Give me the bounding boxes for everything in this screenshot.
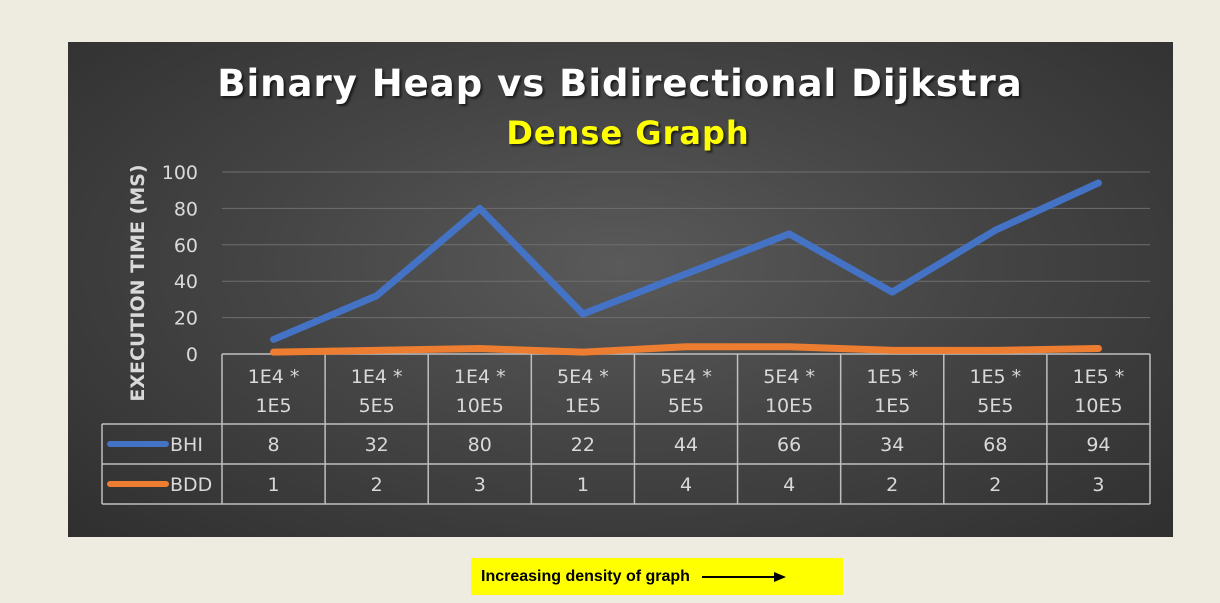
- data-table-value: 80: [468, 434, 492, 456]
- x-tick-label: 5E4 *: [763, 366, 815, 388]
- x-tick-label: 5E5: [359, 395, 395, 417]
- density-note-text: Increasing density of graph: [481, 567, 690, 585]
- x-tick-label: 5E4 *: [557, 366, 609, 388]
- x-tick-label: 1E5 *: [866, 366, 918, 388]
- y-tick-label: 0: [186, 344, 198, 366]
- data-table-value: 8: [268, 434, 280, 456]
- data-table-value: 2: [886, 474, 898, 496]
- data-table-value: 3: [474, 474, 486, 496]
- x-tick-label: 1E5: [565, 395, 601, 417]
- x-tick-label: 5E4 *: [660, 366, 712, 388]
- data-table-value: 94: [1086, 434, 1110, 456]
- x-tick-label: 10E5: [456, 395, 504, 417]
- data-table-value: 4: [783, 474, 795, 496]
- x-tick-label: 1E5: [255, 395, 291, 417]
- chart: Binary Heap vs Bidirectional Dijkstra Den…: [101, 62, 1151, 505]
- legend-label: BDD: [170, 474, 212, 496]
- x-tick-label: 1E5: [874, 395, 910, 417]
- data-table-value: 1: [577, 474, 589, 496]
- y-tick-label: 80: [174, 198, 198, 220]
- series-line-bdd: [270, 343, 1102, 356]
- data-table-value: 4: [680, 474, 692, 496]
- data-table-value: 66: [777, 434, 801, 456]
- data-table-value: 44: [674, 434, 698, 456]
- legend-label: BHI: [170, 434, 203, 456]
- y-tick-label: 20: [174, 308, 198, 330]
- x-tick-label: 5E5: [977, 395, 1013, 417]
- x-tick-label: 10E5: [765, 395, 813, 417]
- y-tick-label: 40: [174, 271, 198, 293]
- data-table-value: 3: [1092, 474, 1104, 496]
- x-tick-label: 5E5: [668, 395, 704, 417]
- x-tick-label: 1E5 *: [1073, 366, 1125, 388]
- y-tick-label: 60: [174, 235, 198, 257]
- data-table-value: 1: [268, 474, 280, 496]
- x-tick-label: 1E4 *: [454, 366, 506, 388]
- data-table-value: 32: [365, 434, 389, 456]
- data-table-value: 2: [989, 474, 1001, 496]
- y-axis-label: EXECUTION TIME (MS): [127, 164, 149, 401]
- x-tick-label: 1E4 *: [351, 366, 403, 388]
- chart-subtitle: Dense Graph: [506, 114, 749, 152]
- chart-title: Binary Heap vs Bidirectional Dijkstra: [217, 62, 1022, 105]
- data-table-value: 22: [571, 434, 595, 456]
- x-tick-label: 1E5 *: [969, 366, 1021, 388]
- y-tick-label: 100: [162, 162, 198, 184]
- x-tick-label: 10E5: [1074, 395, 1122, 417]
- right-arrow-icon: [701, 571, 786, 582]
- data-table-value: 68: [983, 434, 1007, 456]
- data-table-value: 2: [371, 474, 383, 496]
- x-tick-label: 1E4 *: [248, 366, 300, 388]
- data-table-value: 34: [880, 434, 904, 456]
- density-note: Increasing density of graph: [471, 558, 843, 595]
- chart-panel: [68, 42, 1173, 537]
- series-line-bhi: [270, 179, 1102, 343]
